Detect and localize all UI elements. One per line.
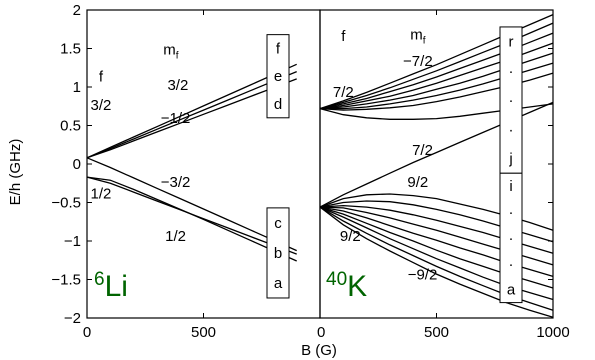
k40-annotation-1: 7/2 (333, 84, 354, 101)
li6-state-label-1-2: a (274, 275, 283, 292)
k40-state-label-1-4: a (507, 282, 516, 299)
li6-x-tick-label-0: 0 (83, 324, 91, 341)
y-axis-label: E/h (GHz) (7, 139, 24, 206)
x-axis-label: B (G) (301, 342, 337, 359)
k40-annotation-3: −7/2 (403, 53, 433, 70)
k40-annotation-0: f (341, 28, 346, 45)
li6-annotation-2: 1/2 (91, 186, 112, 203)
li6-annotation-5: −1/2 (161, 110, 191, 127)
isotope-label-li6: 6Li (94, 269, 128, 303)
y-tick-label-1: −1.5 (51, 272, 81, 289)
k40-annotation-5: 9/2 (407, 174, 428, 191)
k40-state-label-0-1: · (509, 63, 514, 80)
isotope-mass-k40: 40 (326, 269, 347, 290)
isotope-symbol-k40: K (347, 270, 367, 303)
li6-state-label-0-0: f (276, 41, 281, 58)
k40-state-label-0-3: · (509, 121, 514, 138)
isotope-label-k40: 40K (326, 269, 367, 303)
li6-state-label-0-2: d (274, 96, 282, 113)
k40-x-tick-label-1: 500 (424, 324, 449, 341)
li6-state-box-1 (266, 207, 290, 299)
k40-annotation-2: mf (410, 26, 426, 46)
k40-state-label-1-1: · (509, 204, 514, 221)
k40-level-line-17 (319, 206, 554, 318)
li6-state-box-0 (266, 34, 290, 119)
k40-state-box-1 (499, 172, 523, 304)
li6-annotation-4: 3/2 (167, 77, 188, 94)
k40-state-label-1-2: · (509, 230, 514, 247)
k40-state-label-0-0: r (509, 34, 514, 51)
li6-state-label-1-1: b (274, 245, 282, 262)
li6-state-label-0-1: e (274, 68, 282, 85)
li6-x-tick-label-1: 500 (191, 324, 216, 341)
y-tick-label-3: −0.5 (51, 195, 81, 212)
li6-level-line-0 (86, 63, 297, 159)
k40-x-tick-label-2: 1000 (536, 324, 569, 341)
isotope-mass-li6: 6 (94, 269, 105, 290)
li6-annotation-7: 1/2 (165, 228, 186, 245)
li6-annotation-3: mf (163, 42, 179, 62)
k40-annotation-4: 7/2 (412, 142, 433, 159)
k40-state-label-1-0: i (509, 178, 512, 195)
li6-annotation-0: f (99, 69, 104, 86)
y-tick-label-8: 2 (73, 2, 81, 19)
k40-annotation-6: 9/2 (340, 228, 361, 245)
k40-panel: 0 500 1000 f 7/2 mf −7/2 7/2 9/2 9/2 −9/2 r · · · ji ·… (301, 9, 570, 359)
y-tick-label-0: −2 (64, 310, 81, 327)
k40-annotation-7: −9/2 (408, 267, 438, 284)
k40-x-tick-label-0: 0 (317, 324, 325, 341)
isotope-symbol-li6: Li (105, 270, 128, 303)
li6-panel: 0 500 −2 −1.5 −1 −0.5 0 0.5 1 1.5 2 f 3/2 1/2 mf 3/2 −1… (7, 2, 321, 341)
li6-level-line-1 (86, 70, 297, 159)
li6-level-line-3 (86, 157, 297, 252)
li6-level-line-5 (86, 176, 297, 262)
li6-level-line-2 (86, 78, 297, 159)
y-tick-label-5: 0.5 (60, 118, 81, 135)
y-tick-label-4: 0 (73, 156, 81, 173)
y-tick-label-2: −1 (64, 233, 81, 250)
k40-state-label-1-3: · (509, 256, 514, 273)
k40-plot-frame (319, 9, 554, 319)
k40-state-label-0-2: · (509, 92, 514, 109)
k40-state-label-0-4: j (508, 151, 512, 168)
li6-annotation-1: 3/2 (91, 97, 112, 114)
y-tick-label-7: 1.5 (60, 41, 81, 58)
li6-annotation-6: −3/2 (161, 174, 191, 191)
y-tick-label-6: 1 (73, 79, 81, 96)
li6-state-label-1-0: c (274, 215, 282, 232)
